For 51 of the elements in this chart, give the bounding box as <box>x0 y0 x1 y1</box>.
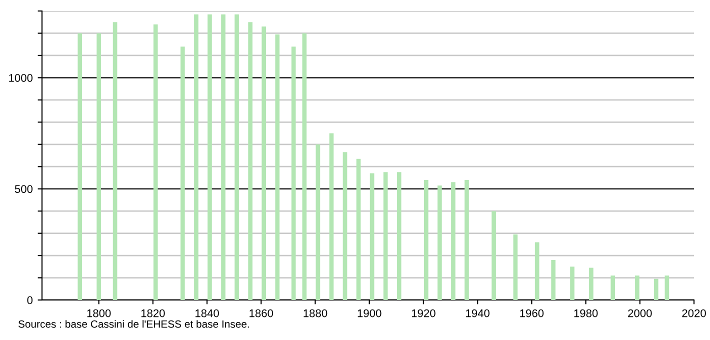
x-tick-label: 1860 <box>250 309 274 318</box>
x-tick-label: 1800 <box>87 309 111 318</box>
bar <box>180 46 185 300</box>
bar <box>234 14 239 300</box>
x-tick-label: 1940 <box>466 309 490 318</box>
x-tick-label: 1900 <box>358 309 382 318</box>
bar <box>316 144 320 300</box>
bar <box>291 46 296 300</box>
bar <box>570 266 574 300</box>
bar <box>396 172 402 300</box>
bar <box>534 242 540 300</box>
bar <box>329 133 334 300</box>
bar <box>221 14 226 300</box>
bar <box>654 278 658 300</box>
bar <box>112 22 118 300</box>
bar <box>262 26 266 300</box>
x-tick-label: 1840 <box>196 309 219 318</box>
bar <box>78 33 82 300</box>
bar <box>589 268 594 300</box>
x-tick-label: 1960 <box>520 309 544 318</box>
bar <box>356 158 361 300</box>
bar <box>610 276 615 300</box>
bar <box>635 276 640 300</box>
bar <box>342 152 348 300</box>
bar <box>153 24 158 300</box>
bar <box>451 182 456 300</box>
x-tick-label: 1980 <box>574 309 598 318</box>
x-tick-label: 1880 <box>304 309 328 318</box>
bar <box>464 180 469 300</box>
bar <box>302 33 307 300</box>
bar <box>194 14 198 300</box>
bar <box>492 211 496 300</box>
bar <box>424 180 428 300</box>
bar <box>248 22 252 300</box>
x-tick-label: 2000 <box>628 309 652 318</box>
bar <box>383 172 388 300</box>
y-tick-label: 0 <box>27 296 33 304</box>
bar <box>551 260 556 300</box>
bar <box>370 173 374 300</box>
y-tick-label: 1000 <box>9 74 33 82</box>
y-tick-label: 500 <box>14 185 33 193</box>
x-tick-label: 1820 <box>141 309 165 318</box>
bar <box>664 276 670 300</box>
bar <box>275 34 280 300</box>
x-tick-label: 2020 <box>682 309 706 318</box>
bar <box>513 234 518 300</box>
bar <box>438 186 442 300</box>
bar <box>208 14 212 300</box>
x-tick-label: 1920 <box>412 309 436 318</box>
bar <box>96 33 101 300</box>
source-note: Sources : base Cassini de l'EHESS et base Insee. <box>18 320 249 328</box>
